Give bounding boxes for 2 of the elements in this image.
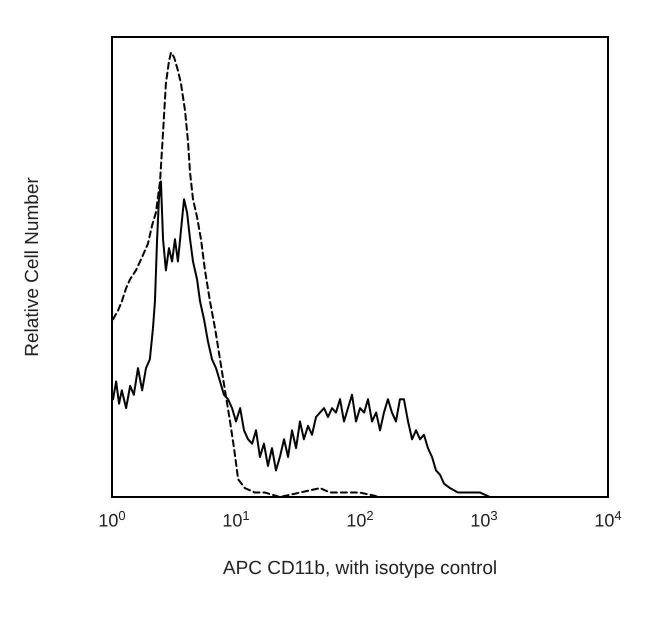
y-axis-title: Relative Cell Number [22, 176, 43, 357]
x-axis-title: APC CD11b, with isotype control [222, 558, 498, 579]
